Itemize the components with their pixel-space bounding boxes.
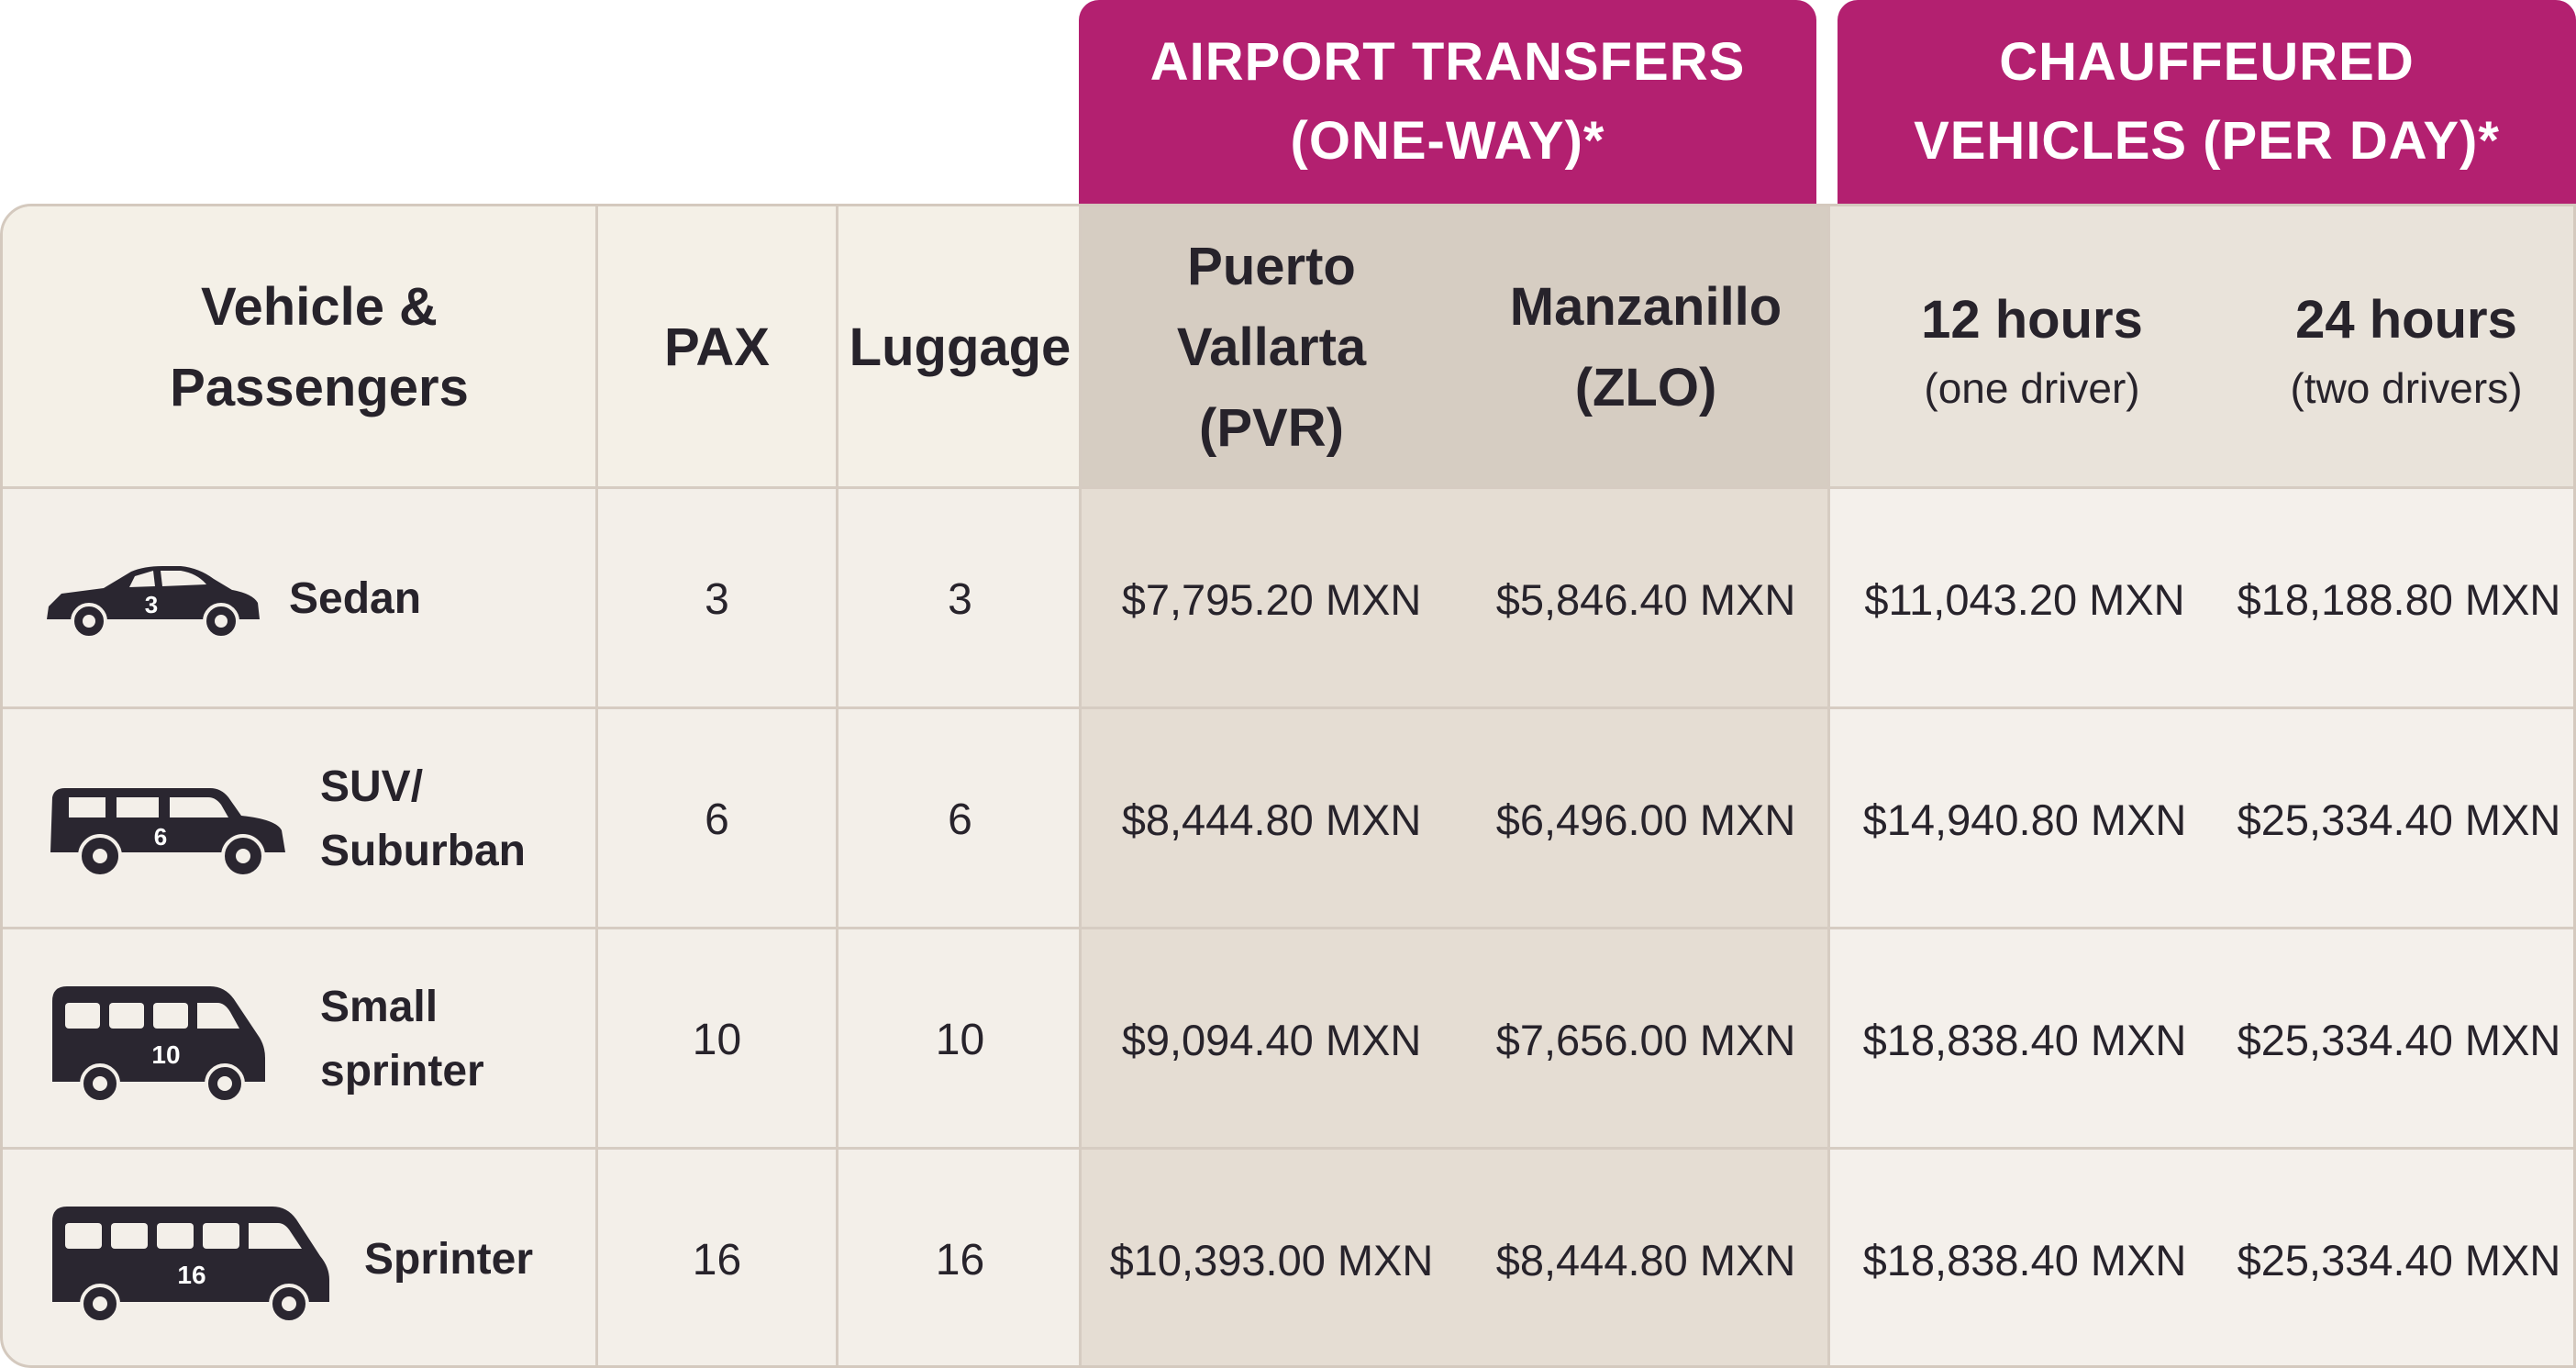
suv-icon-number: 6 (154, 823, 167, 851)
vehicle-name-sedan: Sedan (289, 567, 421, 631)
price-24h-sprinter: $25,334.40 MXN (2237, 1236, 2561, 1285)
sprinter-icon-number: 16 (177, 1261, 205, 1289)
airport-band-line2: (ONE-WAY)* (1290, 111, 1605, 171)
vehicle-name-sedan-line1: Sedan (289, 574, 422, 623)
col-header-12-hours-title: 12 hours (1921, 290, 2143, 350)
price-24h-sedan: $18,188.80 MXN (2237, 574, 2561, 624)
col-header-24-hours-title: 24 hours (2295, 290, 2517, 350)
pax-sedan: 3 (705, 574, 729, 624)
price-zlo-suv: $6,496.00 MXN (1495, 795, 1796, 844)
col-header-luggage-label: Luggage (849, 317, 1071, 377)
pax-sprinter: 16 (692, 1236, 742, 1285)
pricing-table: Vehicle & Passengers PAX Luggage Puerto … (0, 204, 2576, 1368)
vehicle-name-suv: SUV/ Suburban (320, 755, 526, 884)
col-header-pvr-line1: Puerto (1187, 237, 1356, 296)
col-header-pvr: Puerto Vallarta (PVR) (1082, 206, 1461, 489)
vehicle-name-small-sprinter-line1: Small (320, 983, 439, 1031)
luggage-small-sprinter: 10 (935, 1015, 985, 1064)
price-24h-suv: $25,334.40 MXN (2237, 795, 2561, 844)
price-pvr-suv: $8,444.80 MXN (1121, 795, 1422, 844)
luggage-sprinter: 16 (935, 1236, 985, 1285)
small-sprinter-icon-number: 10 (151, 1040, 180, 1069)
price-zlo-sedan: $5,846.40 MXN (1495, 574, 1796, 624)
sprinter-icon: 16 (52, 1207, 329, 1324)
col-header-vehicle-line1: Vehicle & (201, 277, 438, 337)
luggage-suv: 6 (948, 795, 972, 844)
price-12h-suv: $14,940.80 MXN (1862, 795, 2187, 844)
col-header-pax-label: PAX (664, 317, 770, 377)
sedan-icon-number: 3 (145, 591, 158, 618)
col-header-24-hours: 24 hours (two drivers) (2234, 206, 2573, 489)
col-header-pvr-line3: (PVR) (1199, 398, 1344, 458)
vehicle-name-small-sprinter-line2: sprinter (320, 1047, 484, 1096)
price-12h-small-sprinter: $18,838.40 MXN (1862, 1015, 2187, 1064)
col-header-12-hours-sub: (one driver) (1924, 364, 2140, 412)
vehicle-name-sprinter-line1: Sprinter (364, 1235, 534, 1284)
col-header-12-hours: 12 hours (one driver) (1830, 206, 2234, 489)
price-24h-small-sprinter: $25,334.40 MXN (2237, 1015, 2561, 1064)
chauffeured-band-line2: VEHICLES (PER DAY)* (1914, 111, 2500, 171)
price-pvr-sedan: $7,795.20 MXN (1121, 574, 1422, 624)
airport-transfers-band: AIRPORT TRANSFERS (ONE-WAY)* (1079, 0, 1816, 204)
col-header-vehicle-line2: Passengers (170, 358, 469, 417)
luggage-sedan: 3 (948, 574, 972, 624)
pax-small-sprinter: 10 (692, 1015, 742, 1064)
pax-suv: 6 (705, 795, 729, 844)
chauffeured-vehicles-band: CHAUFFEURED VEHICLES (PER DAY)* (1838, 0, 2576, 204)
price-12h-sprinter: $18,838.40 MXN (1862, 1236, 2187, 1285)
price-zlo-sprinter: $8,444.80 MXN (1495, 1236, 1796, 1285)
price-zlo-small-sprinter: $7,656.00 MXN (1495, 1015, 1796, 1064)
sedan-icon: 3 (47, 566, 260, 640)
airport-band-line1: AIRPORT TRANSFERS (1149, 32, 1746, 92)
price-pvr-small-sprinter: $9,094.40 MXN (1121, 1015, 1422, 1064)
col-header-vehicle: Vehicle & Passengers (3, 206, 636, 489)
col-header-24-hours-sub: (two drivers) (2290, 364, 2523, 412)
col-header-zlo: Manzanillo (ZLO) (1461, 206, 1830, 489)
col-header-luggage: Luggage (838, 206, 1082, 489)
suv-icon: 6 (50, 788, 285, 878)
vehicle-name-suv-line1: SUV/ (320, 762, 424, 811)
chauffeured-band-line1: CHAUFFEURED (1999, 32, 2415, 92)
col-header-zlo-line1: Manzanillo (1509, 277, 1782, 337)
small-sprinter-icon: 10 (52, 986, 265, 1104)
price-12h-sedan: $11,043.20 MXN (1864, 574, 2185, 624)
vehicle-name-small-sprinter: Small sprinter (320, 975, 484, 1104)
col-header-pvr-line2: Vallarta (1176, 317, 1367, 377)
price-pvr-sprinter: $10,393.00 MXN (1109, 1236, 1434, 1285)
col-header-pax: PAX (598, 206, 836, 489)
vehicle-name-suv-line2: Suburban (320, 827, 526, 875)
col-header-zlo-line2: (ZLO) (1574, 358, 1717, 417)
vehicle-name-sprinter: Sprinter (364, 1228, 533, 1292)
